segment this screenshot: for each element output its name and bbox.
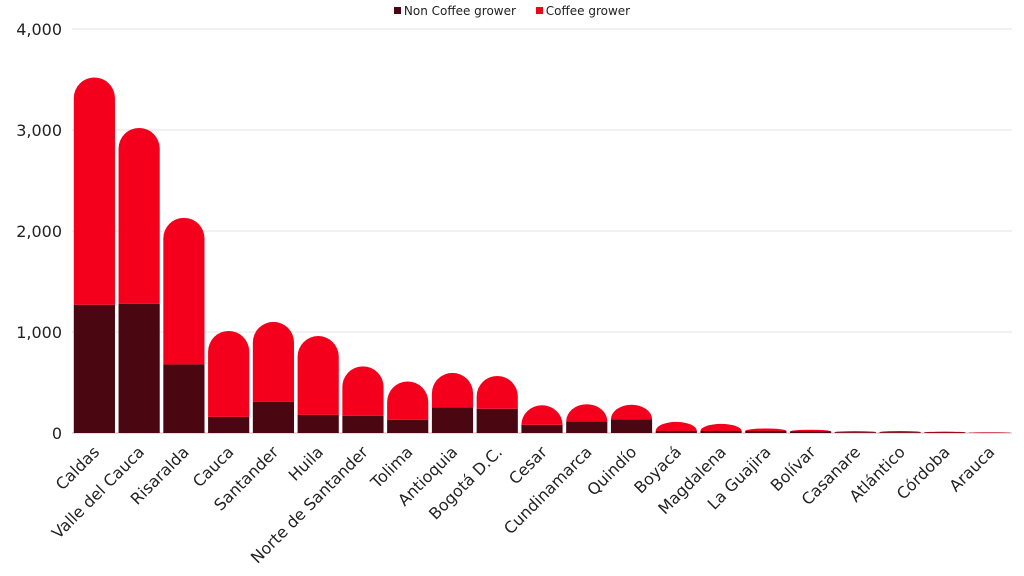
bar-non-coffee-grower bbox=[521, 424, 563, 433]
bar-coffee-grower bbox=[879, 430, 921, 433]
x-category-label: Quindío bbox=[583, 442, 640, 499]
legend-item-coffee: Coffee grower bbox=[535, 3, 631, 18]
legend-swatch-non-coffee bbox=[393, 7, 401, 14]
bar-coffee-grower bbox=[73, 77, 115, 305]
y-tick-label: 1,000 bbox=[16, 323, 62, 342]
bar-coffee-grower bbox=[252, 321, 295, 402]
bar-coffee-grower bbox=[163, 217, 205, 365]
bar-coffee-grower bbox=[789, 429, 832, 432]
y-tick-label: 4,000 bbox=[16, 20, 62, 39]
bar-non-coffee-grower bbox=[566, 421, 608, 433]
bar-non-coffee-grower bbox=[476, 408, 518, 433]
bar-coffee-grower bbox=[745, 428, 787, 431]
x-category-label: Huila bbox=[285, 442, 327, 484]
legend-swatch-coffee bbox=[535, 7, 543, 14]
bar-coffee-grower bbox=[610, 404, 653, 420]
bar-non-coffee-grower bbox=[252, 401, 295, 433]
bar-coffee-grower bbox=[924, 431, 966, 433]
bar-non-coffee-grower bbox=[655, 430, 697, 433]
y-tick-label: 2,000 bbox=[16, 222, 62, 241]
bar-coffee-grower bbox=[342, 366, 384, 416]
bar-non-coffee-grower bbox=[208, 416, 250, 433]
bar-coffee-grower bbox=[700, 423, 742, 431]
x-category-label: Arauca bbox=[945, 442, 998, 495]
bar-non-coffee-grower bbox=[924, 432, 966, 433]
y-tick-label: 3,000 bbox=[16, 121, 62, 140]
y-tick-label: 0 bbox=[52, 424, 62, 443]
bar-coffee-grower bbox=[387, 381, 429, 420]
bar-non-coffee-grower bbox=[610, 419, 653, 433]
bar-non-coffee-grower bbox=[342, 415, 384, 433]
bar-coffee-grower bbox=[297, 336, 339, 415]
bar-non-coffee-grower bbox=[745, 430, 787, 433]
bar-non-coffee-grower bbox=[789, 431, 832, 433]
legend-item-non-coffee: Non Coffee grower bbox=[393, 3, 516, 18]
bar-non-coffee-grower bbox=[834, 432, 876, 433]
legend-label-non-coffee: Non Coffee grower bbox=[403, 3, 516, 18]
bar-non-coffee-grower bbox=[73, 304, 115, 433]
bar-coffee-grower bbox=[118, 127, 160, 304]
bar-coffee-grower bbox=[969, 432, 1011, 433]
bar-non-coffee-grower bbox=[879, 432, 921, 433]
bar-non-coffee-grower bbox=[387, 419, 429, 433]
bar-coffee-grower bbox=[208, 330, 250, 417]
bar-coffee-grower bbox=[521, 405, 563, 425]
bars bbox=[73, 77, 1011, 433]
bar-coffee-grower bbox=[566, 404, 608, 422]
bar-non-coffee-grower bbox=[297, 414, 339, 433]
bar-non-coffee-grower bbox=[163, 364, 205, 433]
y-axis-ticks: 0 1,000 2,000 3,000 4,000 bbox=[16, 20, 62, 443]
bar-non-coffee-grower bbox=[431, 407, 474, 433]
bar-non-coffee-grower bbox=[118, 303, 160, 433]
bar-coffee-grower bbox=[431, 372, 474, 408]
legend-label-coffee: Coffee grower bbox=[545, 3, 631, 18]
bar-coffee-grower bbox=[476, 375, 518, 409]
bar-non-coffee-grower bbox=[700, 430, 742, 433]
chart-legend: Non Coffee grower Coffee grower bbox=[0, 3, 1024, 18]
bar-coffee-grower bbox=[834, 431, 876, 433]
bar-coffee-grower bbox=[655, 421, 697, 431]
